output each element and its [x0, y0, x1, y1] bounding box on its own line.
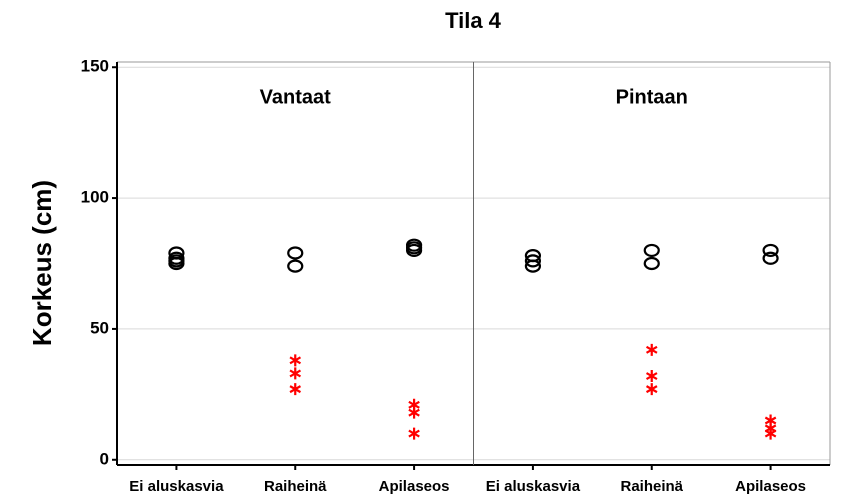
point-asterisk	[289, 354, 302, 367]
x-tick-label: Ei aluskasvia	[486, 478, 581, 495]
point-circle	[524, 254, 542, 268]
point-circle	[524, 259, 542, 273]
y-tick-label: 100	[81, 188, 109, 207]
point-circle	[287, 246, 304, 260]
x-tick-label: Apilaseos	[379, 478, 450, 495]
x-tick-label: Raiheinä	[620, 478, 683, 495]
point-circle	[287, 259, 304, 273]
point-asterisk	[408, 427, 420, 440]
point-circle	[762, 251, 779, 265]
y-tick-label: 0	[100, 449, 109, 468]
point-asterisk	[645, 383, 658, 396]
point-asterisk	[408, 406, 420, 419]
y-axis-label: Korkeus (cm)	[27, 180, 57, 346]
panel-title: Pintaan	[616, 86, 688, 108]
x-tick-label: Apilaseos	[735, 478, 806, 495]
x-tick-label: Ei aluskasvia	[129, 478, 224, 495]
point-circle	[643, 256, 660, 271]
point-asterisk	[289, 367, 302, 380]
panel-title: Vantaat	[260, 86, 331, 108]
y-tick-label: 150	[81, 57, 109, 76]
point-circle	[168, 256, 185, 271]
y-tick-label: 50	[90, 318, 109, 337]
point-asterisk	[764, 427, 777, 440]
point-circle	[762, 243, 779, 258]
point-asterisk	[645, 370, 658, 383]
chart-title: Tila 4	[445, 8, 502, 33]
point-circle	[643, 243, 660, 258]
point-asterisk	[289, 383, 302, 396]
x-tick-label: Raiheinä	[264, 478, 327, 495]
point-asterisk	[645, 343, 658, 356]
point-circle	[405, 243, 423, 258]
